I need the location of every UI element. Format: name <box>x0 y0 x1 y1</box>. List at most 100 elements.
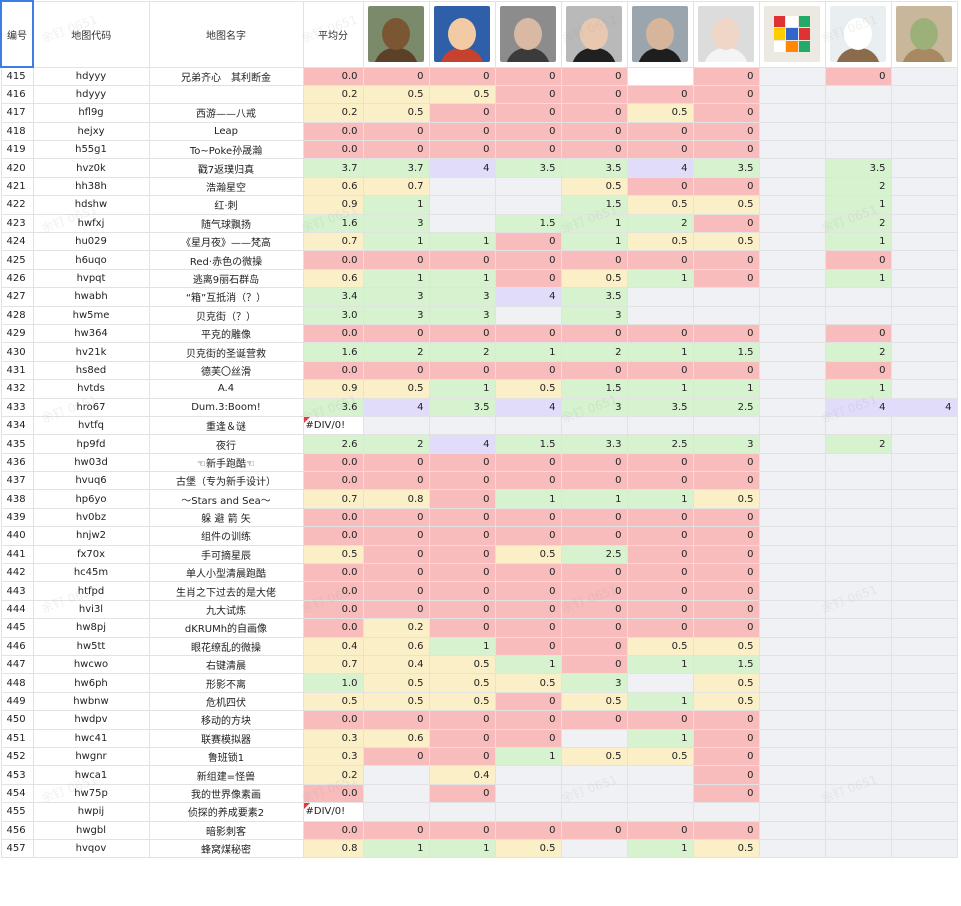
cell-score[interactable]: 3.5 <box>494 158 562 178</box>
cell-score[interactable]: 2.5 <box>692 397 760 417</box>
cell-score[interactable] <box>626 66 694 86</box>
cell-score[interactable]: 3.3 <box>560 434 628 454</box>
cell-map-name[interactable]: “箱”互抵消（？） <box>148 287 304 307</box>
cell-score[interactable]: 0 <box>692 103 760 123</box>
cell-score[interactable]: 0.5 <box>362 84 430 105</box>
cell-map-code[interactable]: hu029 <box>32 232 150 252</box>
cell-map-code[interactable]: h55g1 <box>32 140 150 160</box>
cell-average-score[interactable]: #DIV/0! <box>302 802 364 822</box>
cell-score[interactable]: 0.7 <box>362 176 430 197</box>
cell-score[interactable]: 0 <box>692 323 760 344</box>
cell-index[interactable]: 438 <box>0 489 34 509</box>
cell-score[interactable]: 0.5 <box>494 544 562 565</box>
cell-score[interactable]: 0 <box>692 213 760 234</box>
cell-score[interactable]: 1.5 <box>560 379 628 399</box>
cell-score[interactable] <box>890 287 958 307</box>
cell-score[interactable] <box>626 765 694 785</box>
cell-score[interactable]: 0.5 <box>560 746 628 767</box>
cell-map-name[interactable]: 手可摘星辰 <box>148 544 304 565</box>
cell-score[interactable]: 0 <box>560 526 628 546</box>
cell-score[interactable] <box>890 250 958 270</box>
cell-map-code[interactable]: hfl9g <box>32 103 150 123</box>
cell-map-code[interactable]: hp6yo <box>32 489 150 509</box>
cell-index[interactable]: 437 <box>0 471 34 491</box>
cell-map-name[interactable]: 眼花缭乱的微操 <box>148 636 304 657</box>
cell-map-code[interactable]: fx70x <box>32 544 150 565</box>
cell-score[interactable] <box>890 691 958 712</box>
cell-score[interactable]: 0 <box>560 507 628 528</box>
cell-score[interactable]: 1 <box>824 379 892 399</box>
cell-index[interactable]: 453 <box>0 765 34 785</box>
cell-map-code[interactable]: hw5me <box>32 305 150 325</box>
cell-map-code[interactable]: hwbnw <box>32 691 150 712</box>
cell-score[interactable]: 0.6 <box>362 728 430 748</box>
cell-score[interactable] <box>890 103 958 123</box>
cell-score[interactable]: 1 <box>362 268 430 289</box>
cell-score[interactable]: 1 <box>428 232 496 252</box>
cell-score[interactable]: 0 <box>692 360 760 381</box>
cell-score[interactable]: 0 <box>362 360 430 381</box>
cell-score[interactable]: 0 <box>560 471 628 491</box>
cell-score[interactable]: 0 <box>626 820 694 840</box>
header-reviewer-9[interactable] <box>890 0 958 68</box>
cell-score[interactable] <box>890 802 958 822</box>
cell-score[interactable]: 0 <box>626 176 694 197</box>
cell-index[interactable]: 435 <box>0 434 34 454</box>
cell-map-name[interactable]: 组件の训练 <box>148 526 304 546</box>
cell-average-score[interactable]: 3.7 <box>302 158 364 178</box>
cell-index[interactable]: 442 <box>0 563 34 583</box>
cell-score[interactable] <box>758 636 826 657</box>
cell-score[interactable]: 0 <box>560 654 628 675</box>
cell-score[interactable] <box>890 636 958 657</box>
cell-score[interactable]: 2 <box>626 213 694 234</box>
cell-score[interactable]: 1 <box>626 342 694 362</box>
cell-score[interactable]: 0 <box>560 636 628 657</box>
cell-score[interactable]: 1.5 <box>560 195 628 215</box>
cell-index[interactable]: 447 <box>0 654 34 675</box>
cell-score[interactable]: 1 <box>362 232 430 252</box>
cell-score[interactable]: 0 <box>362 820 430 840</box>
cell-map-code[interactable]: hw364 <box>32 323 150 344</box>
cell-index[interactable]: 424 <box>0 232 34 252</box>
cell-score[interactable]: 0 <box>692 84 760 105</box>
cell-score[interactable]: 1.5 <box>692 342 760 362</box>
cell-score[interactable]: 0 <box>494 471 562 491</box>
cell-score[interactable]: 0 <box>560 323 628 344</box>
cell-score[interactable]: 0 <box>824 360 892 381</box>
cell-map-code[interactable]: hvi3l <box>32 599 150 620</box>
cell-score[interactable]: 4 <box>494 287 562 307</box>
cell-index[interactable]: 436 <box>0 452 34 473</box>
cell-score[interactable] <box>890 618 958 638</box>
cell-map-name[interactable]: ☜新手跑酷☜ <box>148 452 304 473</box>
cell-map-name[interactable]: 戳7返璞归真 <box>148 158 304 178</box>
cell-score[interactable] <box>758 838 826 859</box>
cell-score[interactable]: 0.5 <box>626 746 694 767</box>
header-reviewer-4[interactable] <box>560 0 628 68</box>
header-reviewer-1[interactable] <box>362 0 430 68</box>
cell-index[interactable]: 429 <box>0 323 34 344</box>
cell-average-score[interactable]: 0.0 <box>302 618 364 638</box>
cell-score[interactable] <box>758 305 826 325</box>
cell-score[interactable] <box>758 232 826 252</box>
cell-score[interactable]: 1 <box>692 379 760 399</box>
cell-score[interactable]: 0 <box>428 452 496 473</box>
cell-index[interactable]: 427 <box>0 287 34 307</box>
cell-map-name[interactable]: 重逢＆谜 <box>148 415 304 436</box>
cell-score[interactable]: 0 <box>626 360 694 381</box>
cell-score[interactable]: 0 <box>428 360 496 381</box>
cell-map-name[interactable]: 生肖之下过去的是大佬 <box>148 581 304 601</box>
cell-index[interactable]: 419 <box>0 140 34 160</box>
cell-score[interactable] <box>824 802 892 822</box>
cell-map-code[interactable]: hp9fd <box>32 434 150 454</box>
cell-index[interactable]: 439 <box>0 507 34 528</box>
cell-score[interactable] <box>560 783 628 804</box>
cell-score[interactable] <box>560 728 628 748</box>
cell-score[interactable]: 1 <box>494 746 562 767</box>
cell-score[interactable]: 1 <box>626 379 694 399</box>
cell-score[interactable]: 0 <box>428 783 496 804</box>
cell-score[interactable]: 0 <box>362 599 430 620</box>
cell-score[interactable]: 0 <box>560 84 628 105</box>
header-reviewer-8[interactable] <box>824 0 892 68</box>
cell-score[interactable]: 0 <box>692 783 760 804</box>
cell-map-code[interactable]: h6uqo <box>32 250 150 270</box>
